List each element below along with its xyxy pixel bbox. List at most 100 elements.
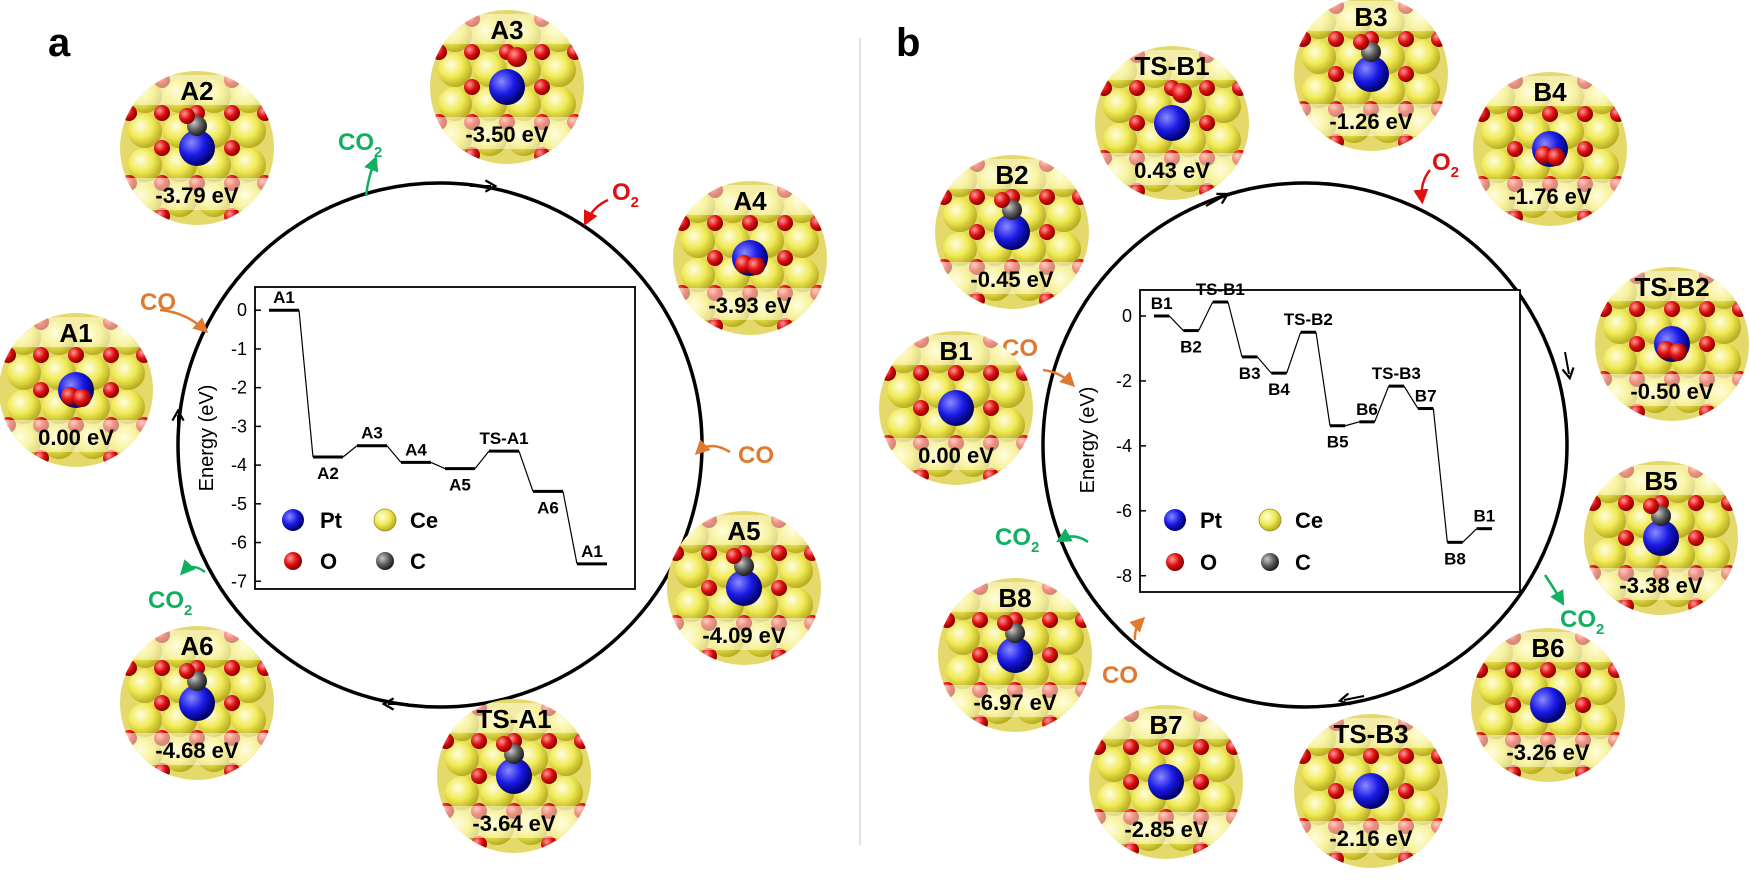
state-energy: 0.00 eV [38, 425, 114, 450]
structure-b6: B6 -3.26 eV [1471, 628, 1625, 782]
energy-connector [430, 461, 446, 470]
state-energy: 0.43 eV [1134, 158, 1210, 183]
state-energy: -6.97 eV [973, 690, 1056, 715]
co2-label: CO2 [995, 524, 1039, 556]
state-energy: -2.85 eV [1124, 817, 1207, 842]
o-legend-label: O [1200, 550, 1217, 575]
energy-connector [562, 491, 578, 564]
structure-a1: A1 0.00 eV [0, 313, 153, 467]
platinum-atom [1530, 687, 1566, 723]
state-name: TS-A1 [476, 704, 551, 734]
energy-connector [1432, 408, 1448, 543]
energy-connector [1168, 315, 1184, 332]
structure-b5: B5 -3.38 eV [1584, 461, 1738, 615]
energy-connector [1286, 332, 1302, 374]
platinum-atom [496, 758, 532, 794]
energy-level-label: TS-A1 [479, 429, 528, 448]
co2-arrow [1543, 574, 1565, 606]
co-arrow [159, 308, 209, 334]
oxygen-atom [1669, 343, 1687, 361]
c-legend-label: C [1295, 550, 1311, 575]
structure-b2: B2 -0.45 eV [935, 155, 1089, 309]
state-energy: -1.26 eV [1329, 109, 1412, 134]
energy-level-label: A5 [449, 476, 471, 495]
structure-b8: B8 -6.97 eV [938, 578, 1092, 732]
y-tick-label: 0 [1122, 306, 1132, 326]
oxygen-atom [1643, 498, 1659, 514]
state-name: TS-B3 [1333, 719, 1408, 749]
state-name: TS-B1 [1134, 51, 1209, 81]
pt-legend-swatch [1164, 509, 1186, 531]
energy-band [1600, 374, 1744, 406]
oxygen-atom [496, 736, 512, 752]
state-name: B2 [995, 160, 1028, 190]
oxygen-atom [997, 615, 1013, 631]
y-tick-label: -6 [231, 533, 247, 553]
platinum-atom [1353, 773, 1389, 809]
energy-level-label: A4 [405, 440, 427, 459]
state-name: A5 [727, 516, 760, 546]
surface-slab [120, 71, 274, 225]
co-arrow [694, 439, 731, 456]
o2-label: O2 [1432, 149, 1459, 181]
structure-ts-a1: TS-A1 -3.64 eV [437, 699, 591, 853]
platinum-atom [726, 570, 762, 606]
state-energy: -3.50 eV [465, 122, 548, 147]
c-legend-swatch [376, 552, 394, 570]
structure-b3: B3 -1.26 eV [1294, 0, 1448, 151]
state-energy: -3.93 eV [708, 293, 791, 318]
energy-band [943, 685, 1087, 717]
oxygen-atom [179, 663, 195, 679]
oxygen-atom [726, 548, 742, 564]
platinum-atom [997, 637, 1033, 673]
co2-arrow [364, 155, 379, 197]
surface-slab [1294, 0, 1448, 151]
state-name: TS-B2 [1634, 272, 1709, 302]
o2-arrow [583, 198, 609, 227]
energy-connector [342, 445, 358, 458]
co-label: CO [1102, 662, 1138, 689]
energy-level-label: TS-B1 [1196, 280, 1245, 299]
energy-connector [1403, 385, 1419, 409]
state-name: A1 [59, 318, 92, 348]
cycle-b-arrow [1561, 351, 1575, 381]
platinum-atom [489, 69, 525, 105]
energy-connector [1227, 301, 1243, 358]
energy-connector [386, 445, 402, 463]
oxygen-atom [747, 257, 765, 275]
plot-b-ylabel: Energy (eV) [1077, 387, 1099, 494]
state-energy: -3.38 eV [1619, 573, 1702, 598]
o2-arrow [1413, 169, 1431, 205]
energy-level-label: B6 [1356, 400, 1378, 419]
co2-arrow [1056, 528, 1089, 544]
energy-level-label: B2 [1180, 338, 1202, 357]
structure-a5: A5 -4.09 eV [667, 511, 821, 665]
y-tick-label: -7 [231, 571, 247, 591]
oxygen-atom [994, 192, 1010, 208]
structure-b4: B4 -1.76 eV [1473, 72, 1627, 226]
energy-band [125, 733, 269, 765]
energy-level-label: B1 [1473, 507, 1495, 526]
panel-a-letter: a [48, 21, 71, 65]
ce-legend-swatch [1258, 508, 1282, 532]
o2-label: O2 [612, 179, 639, 211]
state-name: B1 [939, 336, 972, 366]
energy-connector [518, 450, 534, 492]
panel-a-molecule-arrows: CO CO2 O2 CO CO2 [140, 129, 774, 619]
structure-a6: A6 -4.68 eV [120, 626, 274, 780]
co2-arrow [179, 559, 206, 576]
state-energy: -2.16 eV [1329, 826, 1412, 851]
energy-connector [1198, 301, 1214, 331]
state-name: B7 [1149, 710, 1182, 740]
plot-a-content: 0 -1 -2 -3 -4 -5 -6 -7 A1 A2 A3 A4 A5 TS-A1 A6 A1 [231, 288, 607, 591]
energy-level-label: TS-B2 [1284, 310, 1333, 329]
pt-legend-label: Pt [320, 508, 343, 533]
energy-band [4, 420, 148, 452]
energy-connector [474, 450, 490, 469]
platinum-atom [994, 214, 1030, 250]
surface-slab [935, 155, 1089, 309]
energy-level-label: TS-B3 [1372, 364, 1421, 383]
y-tick-label: -4 [1116, 436, 1132, 456]
surface-slab [437, 699, 591, 853]
